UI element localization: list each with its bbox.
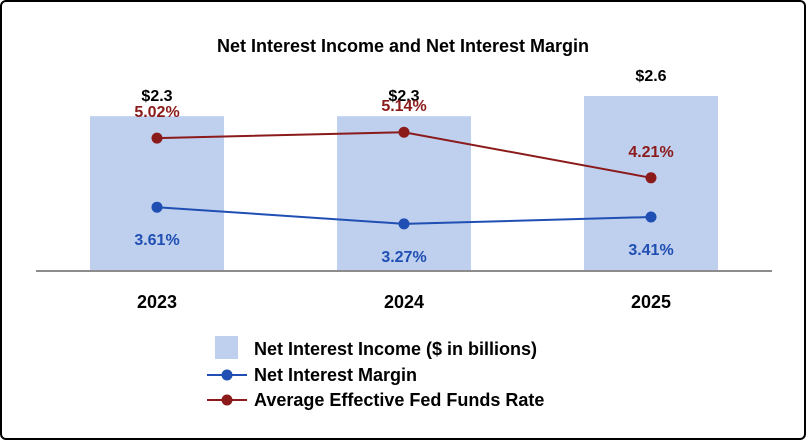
bar-label-2024: $2.3 <box>388 88 419 105</box>
fed-funds-label-2025: 4.21% <box>628 144 673 161</box>
bar-2025 <box>584 96 718 271</box>
fed-funds-label-2024: 5.14% <box>381 98 426 115</box>
legend: Net Interest Income ($ in billions) Net I… <box>207 336 544 410</box>
bar-label-2023: $2.3 <box>141 88 172 105</box>
fed-funds-point-2024 <box>398 126 410 138</box>
nim-point-2024 <box>398 218 410 230</box>
bar-2024 <box>337 116 471 271</box>
legend-marker-nim <box>221 369 233 381</box>
x-tick-labels: 2023 2024 2025 <box>137 292 671 312</box>
legend-marker-fed-funds <box>221 394 233 406</box>
fed-funds-point-2023 <box>151 132 163 144</box>
lines-group: 5.02% 5.14% 4.21% 3.61% 3.27% 3.41% <box>134 98 673 266</box>
nim-label-2025: 3.41% <box>628 242 673 259</box>
nim-label-2023: 3.61% <box>134 232 179 249</box>
nim-point-2023 <box>151 201 163 213</box>
legend-label-fed-funds: Average Effective Fed Funds Rate <box>254 390 544 410</box>
nim-label-2024: 3.27% <box>381 249 426 266</box>
fed-funds-label-2023: 5.02% <box>134 104 179 121</box>
x-tick-2024: 2024 <box>384 292 424 312</box>
x-tick-2025: 2025 <box>631 292 671 312</box>
legend-label-nim: Net Interest Margin <box>254 365 417 385</box>
fed-funds-point-2025 <box>645 172 657 184</box>
x-tick-2023: 2023 <box>137 292 177 312</box>
legend-swatch-nii <box>215 336 238 359</box>
bar-label-2025: $2.6 <box>635 68 666 85</box>
nim-point-2025 <box>645 211 657 223</box>
legend-label-nii: Net Interest Income ($ in billions) <box>254 339 537 359</box>
chart-title: Net Interest Income and Net Interest Mar… <box>217 36 589 56</box>
